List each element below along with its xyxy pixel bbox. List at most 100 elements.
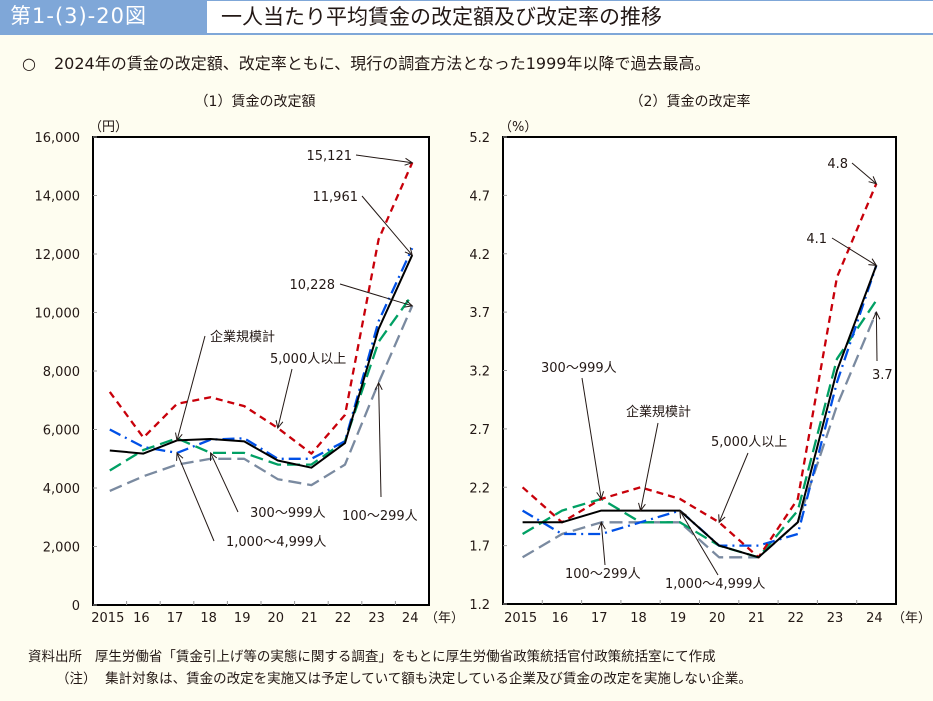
annotation-arrow xyxy=(640,422,659,511)
arrow-head-icon xyxy=(404,157,414,166)
arrow-head-icon xyxy=(868,176,878,185)
plot-area xyxy=(502,136,897,605)
x-tick-label: 2015 xyxy=(91,611,124,626)
annotation-label: 企業規模計 xyxy=(210,329,275,345)
x-tick-label: 22 xyxy=(335,611,352,626)
bullet-icon: ○ xyxy=(22,54,36,73)
y-unit-label: （円） xyxy=(89,120,128,135)
y-tick-label: 0 xyxy=(72,599,80,614)
arrow-head-icon xyxy=(209,451,218,461)
annotation-arrow xyxy=(176,335,206,441)
x-tick-label: 20 xyxy=(709,611,726,626)
arrow-head-icon xyxy=(374,381,383,391)
arrow-head-icon xyxy=(176,451,184,461)
arrow-head-icon xyxy=(597,521,606,530)
chart-title: （1）賃金の改定額 xyxy=(195,94,316,110)
chart-title: （2）賃金の改定率 xyxy=(630,93,751,110)
x-tick-label: 20 xyxy=(268,611,285,626)
annotation-arrow xyxy=(339,283,413,307)
chart-wage-rate: （2）賃金の改定率 （%） 1.2 1.7 2.2 2.7 3.2 3.7 4.2 4.7 5.2 2… xyxy=(469,93,931,626)
x-tick-label: 23 xyxy=(368,611,385,626)
source-note: 資料出所 厚生労働省「賃金引上げ等の実態に関する調査」をもとに厚生労働省政策統括… xyxy=(28,645,716,665)
annotation-arrow xyxy=(851,162,877,185)
series-line-r100_299 xyxy=(109,305,414,492)
charts-canvas: （1）賃金の改定額 （円） 0 2,000 4,000 6,000 8,000 10,000 1… xyxy=(35,93,932,626)
arrow-head-icon xyxy=(404,247,413,257)
y-tick-label: 12,000 xyxy=(35,248,81,263)
annotation-label: 11,961 xyxy=(313,190,359,205)
y-tick-label: 3.2 xyxy=(469,365,490,380)
x-unit-label: （年） xyxy=(892,611,931,626)
annotation-label: 15,121 xyxy=(307,149,353,164)
arrow-head-icon xyxy=(872,310,881,320)
annotation-label: 100～299人 xyxy=(342,509,418,524)
annotation-label: 100～299人 xyxy=(565,567,641,582)
x-tick-label: 17 xyxy=(591,611,608,626)
figure-title: 一人当たり平均賃金の改定額及び改定率の推移 xyxy=(207,0,933,33)
y-tick-label: 3.7 xyxy=(469,306,490,321)
y-tick-label: 2.2 xyxy=(469,481,490,496)
x-tick-label: 22 xyxy=(787,611,804,626)
annotation-arrow xyxy=(831,237,877,266)
annotation-label: 300～999人 xyxy=(250,506,326,521)
annotation-label: 3.7 xyxy=(872,368,893,383)
x-tick-label: 24 xyxy=(866,611,883,626)
arrow-head-icon xyxy=(175,432,183,442)
note-label: （注） xyxy=(56,671,97,687)
series-line-over5000 xyxy=(108,162,414,455)
y-tick-label: 4,000 xyxy=(43,482,80,497)
y-tick-label: 1.7 xyxy=(469,540,490,555)
arrow-head-icon xyxy=(718,514,726,524)
annotation-label: 企業規模計 xyxy=(626,404,691,420)
arrow-head-icon xyxy=(679,509,687,519)
note: （注） 集計対象は、賃金の改定を実施又は予定していて額も決定している企業及び賃金… xyxy=(56,667,752,687)
annotation-arrow xyxy=(210,452,239,513)
x-unit-label: （年） xyxy=(425,611,464,626)
x-tick-label: 21 xyxy=(748,611,765,626)
annotation-arrow xyxy=(581,377,602,500)
annotation-label: 5,000人以上 xyxy=(711,435,787,450)
arrow-head-icon xyxy=(596,491,605,501)
figure-header: 第1-(3)-20図 一人当たり平均賃金の改定額及び改定率の推移 xyxy=(0,0,933,35)
x-tick-label: 16 xyxy=(552,611,569,626)
y-tick-label: 16,000 xyxy=(35,131,81,146)
y-tick-label: 8,000 xyxy=(43,365,80,380)
annotation-label: 10,228 xyxy=(290,278,336,293)
annotation-label: 4.1 xyxy=(806,232,827,247)
source-label: 資料出所 xyxy=(28,649,82,665)
annotation-arrow xyxy=(176,452,215,542)
annotation-label: 300～999人 xyxy=(541,361,617,376)
series-line-over5000 xyxy=(521,183,878,559)
annotation-arrow xyxy=(875,312,878,362)
figure-number: 第1-(3)-20図 xyxy=(0,0,207,33)
y-tick-label: 6,000 xyxy=(43,424,80,439)
y-tick-label: 1.2 xyxy=(469,598,490,613)
annotation-arrow xyxy=(277,368,293,429)
x-tick-label: 17 xyxy=(167,611,184,626)
arrow-head-icon xyxy=(638,502,646,512)
x-tick-label: 23 xyxy=(827,611,844,626)
arrow-head-icon xyxy=(868,258,878,267)
x-tick-label: 16 xyxy=(133,611,150,626)
series-line-r300_999 xyxy=(522,299,878,559)
series-line-r1000_4999 xyxy=(109,247,414,460)
plot-area xyxy=(92,136,430,606)
x-tick-label: 18 xyxy=(630,611,647,626)
annotation-arrow xyxy=(600,522,606,566)
y-tick-label: 2.7 xyxy=(469,423,490,438)
x-tick-label: 18 xyxy=(200,611,217,626)
series-line-r300_999 xyxy=(109,294,414,472)
annotation-label: 5,000人以上 xyxy=(270,352,346,367)
x-tick-label: 2015 xyxy=(504,611,537,626)
y-tick-label: 10,000 xyxy=(35,307,81,322)
arrow-head-icon xyxy=(275,420,284,430)
y-tick-label: 4.7 xyxy=(469,189,490,204)
x-tick-label: 19 xyxy=(670,611,687,626)
series-line-r100_299 xyxy=(522,311,878,559)
y-tick-label: 5.2 xyxy=(469,131,490,146)
annotation-arrow xyxy=(361,195,413,256)
arrow-head-icon xyxy=(404,300,414,308)
x-tick-label: 21 xyxy=(301,611,318,626)
source-text: 厚生労働省「賃金引上げ等の実態に関する調査」をもとに厚生労働省政策統括官付政策統… xyxy=(94,649,716,665)
series-line-total xyxy=(109,254,414,469)
